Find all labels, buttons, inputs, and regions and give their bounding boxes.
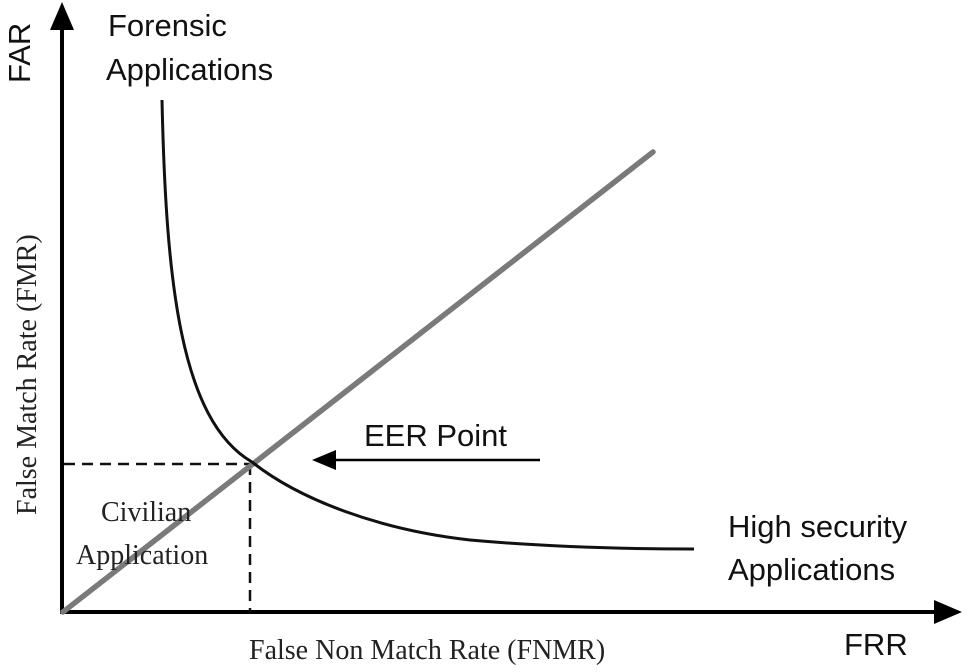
y-axis-title: False Match Rate (FMR): [12, 234, 43, 515]
x-axis-title: False Non Match Rate (FNMR): [249, 635, 605, 666]
top-label-line2: Applications: [106, 52, 273, 87]
eer-arrow-head: [312, 450, 336, 470]
right-label-line1: High security: [728, 509, 908, 544]
x-axis-arrowhead: [934, 600, 962, 624]
region-label-line1: Civilian: [101, 497, 191, 528]
x-axis-short-label: FRR: [844, 627, 908, 662]
y-axis-short-label: FAR: [2, 23, 37, 83]
eer-arrow: [312, 450, 540, 470]
eer-label: EER Point: [364, 418, 507, 453]
region-label-line2: Application: [76, 540, 208, 571]
tradeoff-curve: [160, 99, 695, 551]
y-axis-arrowhead: [50, 2, 74, 30]
equal-error-diagonal-line: [60, 149, 656, 615]
eer-guides: [64, 462, 252, 612]
top-label-line1: Forensic: [108, 8, 227, 43]
axes: [50, 2, 962, 624]
right-label-line2: Applications: [728, 552, 895, 587]
